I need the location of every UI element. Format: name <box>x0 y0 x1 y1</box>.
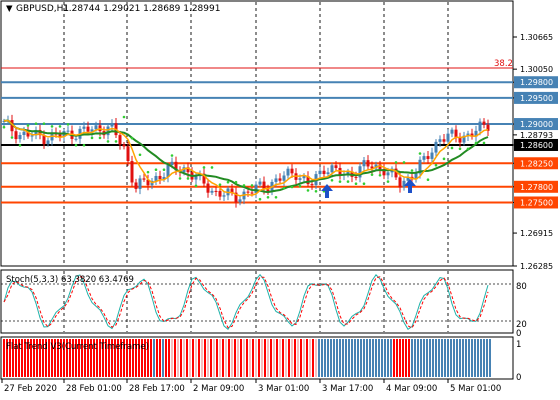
flat-trend-label: Flat Trend V3(Current Timeframe) <box>6 342 149 352</box>
price-tick-label: 1.26915 <box>520 229 553 238</box>
price-tick-label: 1.27500 <box>520 198 553 207</box>
buy-signal-arrows <box>321 179 416 198</box>
time-axis: 27 Feb 2020 28 Feb 01:00 28 Feb 17:00 2 Mar… <box>1 379 501 394</box>
price-tick-label: 1.28600 <box>520 141 553 150</box>
price-tick-label: 1.29500 <box>520 94 553 103</box>
price-tick-label: 1.28250 <box>520 159 553 168</box>
time-tick-label: 28 Feb 01:00 <box>66 384 122 394</box>
parabolic-sar-dots <box>2 115 486 201</box>
time-tick-label: 5 Mar 01:00 <box>450 384 501 394</box>
time-tick-label: 3 Mar 17:00 <box>322 384 373 394</box>
stoch-signal-line <box>3 274 489 329</box>
stoch-scale-20: 20 <box>516 320 527 330</box>
chart-symbol: GBPUSD,H1 <box>16 4 69 14</box>
trend-scale-0: 0 <box>516 373 521 383</box>
stoch-scale-0: 0 <box>516 329 521 339</box>
time-tick-label: 3 Mar 01:00 <box>258 384 309 394</box>
price-tick-label: 1.27800 <box>520 183 553 192</box>
price-tick-label: 1.29800 <box>520 78 553 87</box>
stoch-label: Stoch(5,3,3) 63.3820 63.4769 <box>6 275 134 285</box>
trend-scale-1: 1 <box>516 340 521 350</box>
time-tick-label: 28 Feb 17:00 <box>129 384 185 394</box>
price-tick-label: 1.30665 <box>520 33 553 42</box>
fast-moving-average-line <box>3 119 489 197</box>
stoch-scale-80: 80 <box>516 282 527 292</box>
chart-triangle-icon: ▼ <box>6 4 13 14</box>
chart-ohlc: 1.28744 1.29021 1.28689 1.28991 <box>63 4 220 14</box>
stoch-main-line <box>3 273 489 331</box>
price-axis: 1.30665 1.30050 1.29800 1.29500 1.29000 1.287… <box>513 33 558 271</box>
flat-trend-histogram <box>3 339 491 377</box>
price-tick-label: 1.26285 <box>520 262 553 271</box>
price-tick-label: 1.29000 <box>520 120 553 129</box>
stochastic-panel[interactable] <box>0 269 514 334</box>
fib-level-label: 38.2 <box>494 59 513 69</box>
vertical-grid <box>63 2 449 332</box>
main-price-panel[interactable] <box>0 0 514 267</box>
slow-moving-average-line <box>3 119 489 194</box>
time-tick-label: 2 Mar 09:00 <box>193 384 244 394</box>
price-tick-label: 1.30050 <box>520 65 553 74</box>
time-tick-label: 4 Mar 09:00 <box>386 384 437 394</box>
time-tick-label: 27 Feb 2020 <box>4 384 57 394</box>
price-tick-label: 1.28793 <box>520 131 553 140</box>
